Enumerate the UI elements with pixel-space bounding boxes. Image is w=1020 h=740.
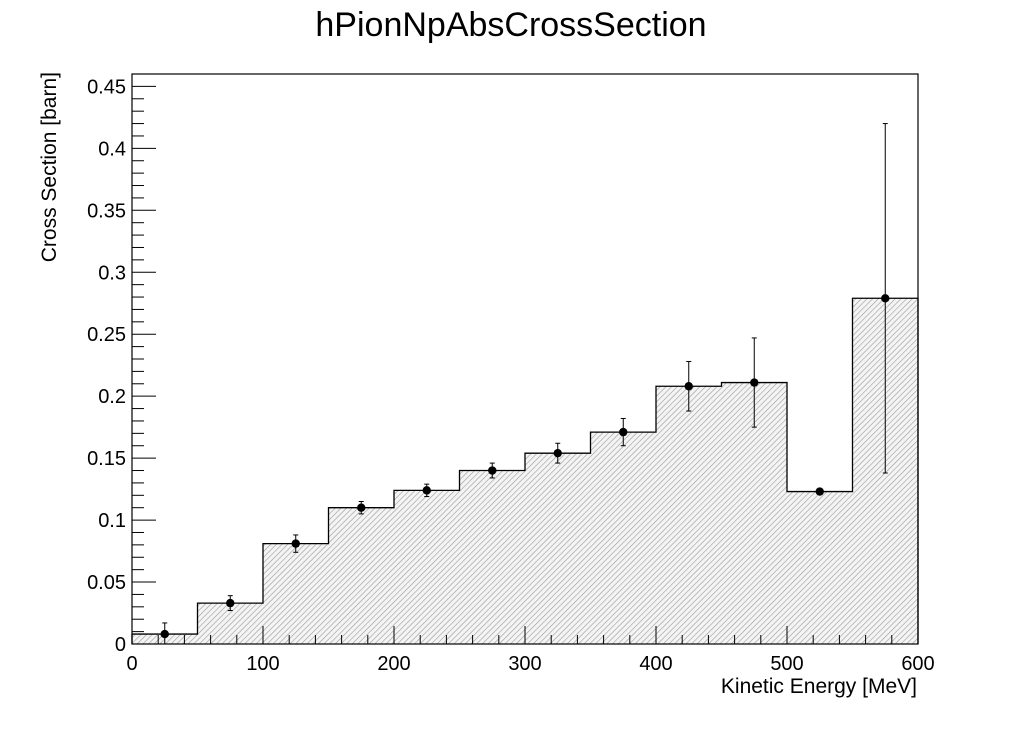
data-point [881,294,890,303]
y-tick-label: 0.45 [87,76,126,98]
y-tick-label: 0.35 [87,200,126,222]
x-tick-label: 0 [126,653,137,675]
y-tick-label: 0.4 [98,138,126,160]
histogram-bar [459,470,525,644]
y-tick-label: 0.25 [87,324,126,346]
histogram-bar [525,453,591,644]
x-tick-label: 600 [901,653,934,675]
histogram-outline [131,297,919,644]
x-tick-label: 500 [770,653,803,675]
x-axis-title: Kinetic Energy [MeV] [721,675,917,698]
y-tick-label: 0.05 [87,572,126,594]
x-tick-label: 300 [508,653,541,675]
data-point [422,486,431,495]
data-point [357,503,366,512]
y-tick-label: 0.15 [87,448,126,470]
data-point [619,427,628,437]
y-tick-label: 0 [115,634,126,656]
data-point [750,378,759,387]
data-point [488,466,497,475]
histogram-bar [328,507,394,644]
y-tick-label: 0.2 [98,386,126,408]
histogram-bar [656,386,722,644]
histogram-bar [394,490,460,644]
chart-title: hPionNpAbsCrossSection [315,6,706,44]
histogram-bar [590,432,656,644]
histogram-bar [787,491,853,644]
data-point [815,487,824,496]
data-point [160,629,169,639]
plot-area: 0 100 200 300 400 500 600 0 0.05 0.1 0.15 0.2 0.25 0.… [87,73,935,675]
y-tick-label: 0.3 [98,262,126,284]
data-point [226,598,235,608]
x-tick-label: 400 [639,653,672,675]
data-point [684,382,693,391]
x-tick-label: 200 [377,653,410,675]
y-tick-label: 0.1 [98,510,126,532]
x-tick-label: 100 [246,653,279,675]
data-point [291,539,300,548]
y-axis-title: Cross Section [barn] [38,72,61,262]
histogram-bar [263,543,329,644]
data-point [553,448,562,458]
